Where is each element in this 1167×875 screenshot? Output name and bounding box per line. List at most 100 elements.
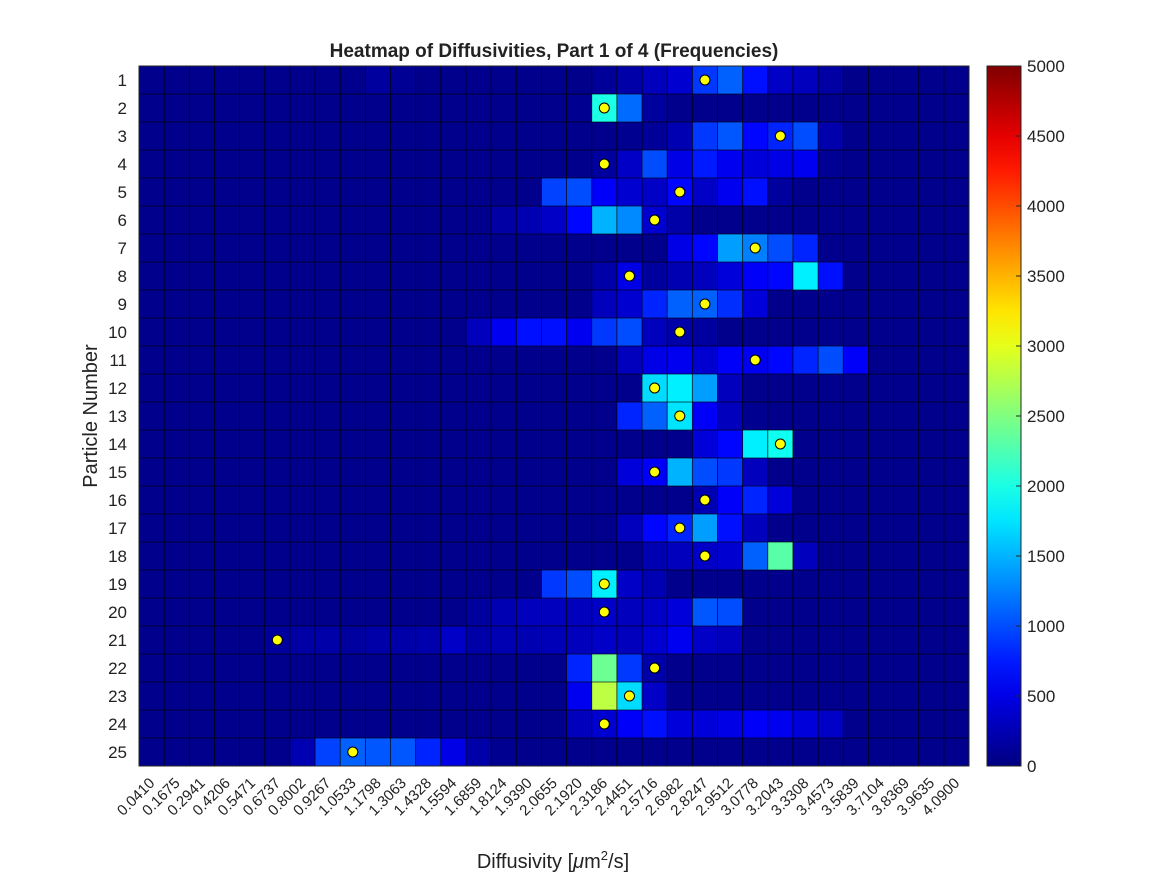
heatmap-cell [139,346,165,375]
heatmap-cell [893,346,920,375]
heatmap-cell [918,178,945,207]
heatmap-cell [139,94,165,123]
colorbar-tick-label: 3500 [1027,267,1065,286]
heatmap-cell [440,598,467,627]
heatmap-cell [893,598,920,627]
heatmap-cell [465,66,492,95]
heatmap-cell [893,654,920,683]
heatmap-cell [843,738,869,767]
heatmap-cell [164,598,190,627]
heatmap-cell [767,290,794,319]
heatmap-cell [315,654,341,683]
heatmap-cell [239,710,266,739]
heatmap-cell [616,318,643,347]
heatmap-cell [943,598,970,627]
heatmap-cell [239,150,266,179]
heatmap-cell [742,290,769,319]
heatmap-cell [164,738,190,767]
heatmap-cell [365,486,391,515]
heatmap-cell [692,150,718,179]
heatmap-cell [189,626,215,655]
heatmap-cell [465,234,492,263]
mean-marker [699,74,711,86]
heatmap-cell [214,262,240,291]
heatmap-cell [616,94,643,123]
heatmap-cell [289,206,316,235]
heatmap-cell [465,346,492,375]
heatmap-cell [440,626,467,655]
heatmap-cell [591,374,618,403]
heatmap-cell [264,402,291,431]
heatmap-cell [792,346,819,375]
heatmap-cell [289,374,316,403]
heatmap-cell [717,486,744,515]
heatmap-cell [642,94,668,123]
heatmap-cell [616,598,643,627]
heatmap-cell [843,234,869,263]
heatmap-cell [943,262,970,291]
heatmap-cell [642,430,668,459]
heatmap-cell [541,290,567,319]
heatmap-cell [692,430,718,459]
heatmap-cell [767,710,794,739]
heatmap-cell [516,570,542,599]
heatmap-cell [390,346,417,375]
heatmap-cell [843,318,869,347]
heatmap-cell [717,738,744,767]
heatmap-cell [616,150,643,179]
heatmap-cell [616,514,643,543]
heatmap-cell [767,458,794,487]
heatmap-cell [491,738,517,767]
heatmap-cell [164,654,190,683]
heatmap-cell [189,430,215,459]
heatmap-cell [189,542,215,571]
heatmap-cell [642,234,668,263]
heatmap-cell [164,542,190,571]
heatmap-cell [767,682,794,711]
heatmap-cell [742,122,769,151]
heatmap-cell [340,122,366,151]
heatmap-cell [214,206,240,235]
heatmap-cell [541,66,567,95]
heatmap-cell [868,654,894,683]
mean-marker [347,746,359,758]
heatmap-cell [491,710,517,739]
heatmap-cell [767,402,794,431]
heatmap-cell [164,206,190,235]
heatmap-cell [164,626,190,655]
mean-marker [699,298,711,310]
y-tick-label: 11 [109,351,127,370]
heatmap-cell [717,318,744,347]
heatmap-cell [415,346,442,375]
heatmap-cell [717,66,744,95]
heatmap-cell [692,682,718,711]
heatmap-cell [189,206,215,235]
heatmap-cell [315,738,341,767]
heatmap-cell [591,626,618,655]
heatmap-cell [541,542,567,571]
heatmap-cell [918,654,945,683]
y-tick-label: 18 [108,547,127,566]
heatmap-cell [440,514,467,543]
heatmap-cell [390,234,417,263]
heatmap-cell [591,486,618,515]
heatmap-cell [742,598,769,627]
heatmap-cell [465,150,492,179]
heatmap-cell [465,430,492,459]
heatmap-cell [440,234,467,263]
heatmap-cell [440,66,467,95]
heatmap-cell [390,486,417,515]
heatmap-cell [541,514,567,543]
heatmap-cell [164,514,190,543]
heatmap-cell [415,206,442,235]
mean-marker [674,186,686,198]
mean-marker [774,438,786,450]
heatmap-cell [390,626,417,655]
heatmap-cell [692,626,718,655]
heatmap-cell [616,710,643,739]
heatmap-cell [340,710,366,739]
heatmap-cell [767,626,794,655]
heatmap-cell [214,486,240,515]
mean-marker [623,690,635,702]
heatmap-cell [717,346,744,375]
